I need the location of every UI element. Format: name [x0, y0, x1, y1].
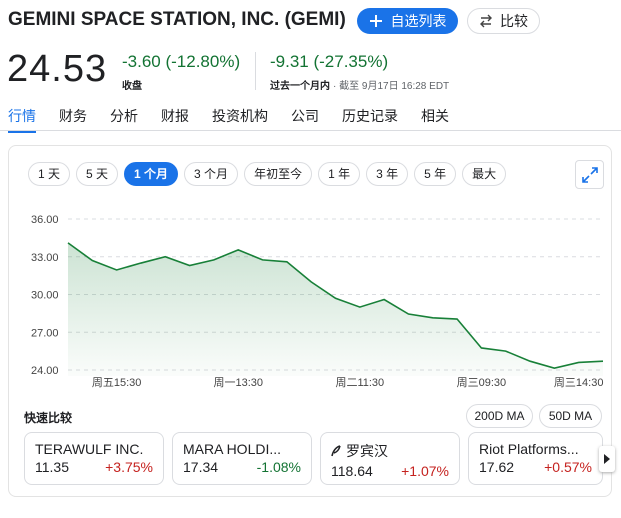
feather-icon	[331, 445, 341, 457]
card-price: 11.35	[35, 459, 69, 475]
x-tick-label: 周五15:30	[92, 376, 142, 389]
y-tick-label: 33.00	[31, 252, 59, 264]
tab[interactable]: 行情	[8, 106, 36, 133]
price: 24.53	[7, 48, 108, 90]
card-row: 17.34 -1.08%	[183, 459, 301, 475]
card-name-text: MARA HOLDI...	[183, 441, 282, 457]
price-line	[67, 242, 604, 369]
card-row: 17.62 +0.57%	[479, 459, 592, 475]
tab[interactable]: 分析	[110, 108, 138, 124]
tab[interactable]: 公司	[291, 108, 319, 124]
expand-icon	[581, 166, 598, 183]
compare-card[interactable]: 罗宾汉 118.64 +1.07%	[320, 432, 460, 485]
plus-icon	[369, 15, 382, 27]
compare-label: 比较	[500, 13, 528, 29]
x-tick-label: 周二11:30	[335, 376, 384, 389]
tab[interactable]: 投资机构	[212, 108, 268, 124]
card-name: 罗宾汉	[331, 441, 449, 461]
day-change: -3.60 (-12.80%)	[122, 52, 241, 71]
next-button[interactable]	[599, 446, 615, 472]
next-icon	[604, 454, 610, 464]
card-change: -1.08%	[256, 459, 301, 475]
card-row: 118.64 +1.07%	[331, 463, 449, 479]
stock-title: GEMINI SPACE STATION, INC. (GEMI)	[8, 9, 346, 30]
area-fill	[68, 242, 603, 376]
card-price: 118.64	[331, 463, 373, 479]
y-tick-label: 27.00	[31, 327, 59, 339]
card-price: 17.34	[183, 459, 219, 475]
period-change: -9.31 (-27.35%)	[270, 52, 389, 71]
card-change: +0.57%	[544, 459, 592, 475]
compare-button[interactable]: 比较	[467, 8, 540, 34]
x-tick-label: 周三09:30	[457, 376, 507, 389]
card-change: +3.75%	[105, 459, 153, 475]
expand-button[interactable]	[575, 160, 604, 189]
quick-compare-title: 快速比较	[24, 411, 73, 425]
close-label: 收盘	[122, 81, 142, 92]
card-name-text: 罗宾汉	[346, 443, 388, 459]
range-button[interactable]: 1 年	[318, 162, 361, 186]
compare-card[interactable]: Riot Platforms... 17.62 +0.57%	[468, 432, 603, 485]
range-button[interactable]: 5 天	[76, 162, 119, 186]
tab[interactable]: 财务	[59, 108, 87, 124]
range-button[interactable]: 最大	[462, 162, 507, 186]
x-tick-label: 周三14:30	[554, 376, 604, 389]
tab[interactable]: 相关	[421, 108, 449, 124]
y-tick-label: 24.00	[31, 365, 59, 377]
divider	[255, 52, 256, 90]
y-tick-label: 36.00	[31, 214, 59, 226]
card-name-text: Riot Platforms...	[479, 441, 579, 457]
compare-card[interactable]: MARA HOLDI... 17.34 -1.08%	[172, 432, 312, 485]
y-tick-label: 30.00	[31, 290, 59, 302]
range-button[interactable]: 3 个月	[184, 162, 239, 186]
range-button[interactable]: 3 年	[366, 162, 409, 186]
tabs: 行情 财务 分析 财报 投资机构 公司 历史记录 相关	[8, 106, 449, 133]
card-row: 11.35 +3.75%	[35, 459, 153, 475]
range-button[interactable]: 1 天	[28, 162, 71, 186]
ma-button[interactable]: 200D MA	[466, 404, 533, 428]
watchlist-label: 自选列表	[390, 13, 447, 29]
card-name: MARA HOLDI...	[183, 441, 301, 457]
as-of: · 截至 9月17日 16:28 EDT	[333, 81, 450, 92]
card-name-text: TERAWULF INC.	[35, 441, 144, 457]
range-button[interactable]: 年初至今	[244, 162, 313, 186]
compare-card[interactable]: TERAWULF INC. 11.35 +3.75%	[24, 432, 164, 485]
range-button[interactable]: 1 个月	[124, 162, 179, 186]
tab[interactable]: 历史记录	[342, 108, 398, 124]
range-button[interactable]: 5 年	[414, 162, 457, 186]
chart-card	[8, 145, 612, 497]
period-label: 过去一个月内	[270, 81, 330, 92]
tab-divider	[0, 130, 621, 131]
card-change: +1.07%	[401, 463, 449, 479]
tab[interactable]: 财报	[161, 108, 189, 124]
period-info: 过去一个月内 · 截至 9月17日 16:28 EDT	[270, 77, 449, 92]
watchlist-button[interactable]: 自选列表	[357, 8, 458, 34]
x-tick-label: 周一13:30	[213, 376, 263, 389]
card-name: TERAWULF INC.	[35, 441, 153, 457]
ma-button[interactable]: 50D MA	[539, 404, 602, 428]
card-name: Riot Platforms...	[479, 441, 592, 457]
card-price: 17.62	[479, 459, 515, 475]
swap-icon	[480, 14, 492, 28]
